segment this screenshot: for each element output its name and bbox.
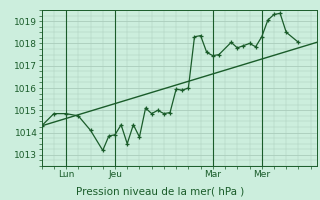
Text: Pression niveau de la mer( hPa ): Pression niveau de la mer( hPa ): [76, 186, 244, 196]
